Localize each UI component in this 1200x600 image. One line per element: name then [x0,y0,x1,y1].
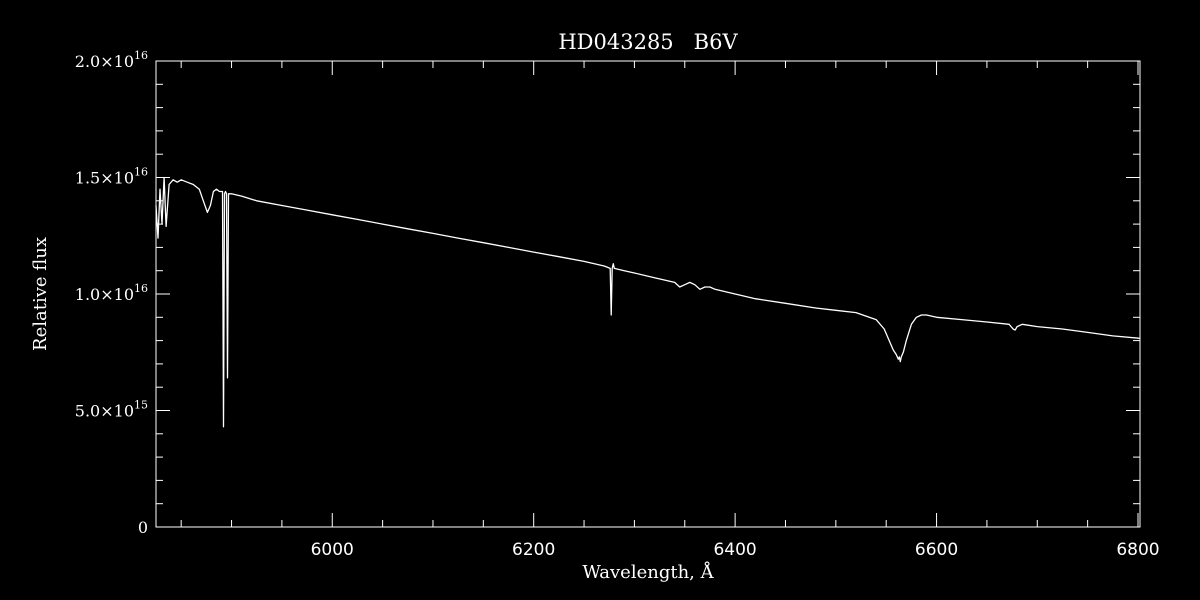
plot-frame [155,60,1141,528]
series-line [155,176,1141,428]
y-tick-label: 0 [138,518,148,537]
x-axis-label: Wavelength, Å [582,561,714,583]
y-axis-label: Relative flux [30,237,51,351]
x-tick-label: 6000 [311,540,354,560]
x-tick-label: 6600 [915,540,958,560]
y-tick-label: 1.0×1016 [75,282,148,304]
chart-title: HD043285 B6V [558,30,738,54]
y-axis: 0 5.0×1015 1.0×1016 1.5×1016 2.0×1016 [75,49,1140,537]
series-layer [155,176,1141,428]
x-tick-label: 6200 [512,540,555,560]
y-tick-label: 1.5×1016 [75,166,148,188]
x-tick-label: 6800 [1116,540,1159,560]
x-tick-label: 6400 [713,540,756,560]
x-axis: 6000 6200 6400 6600 6800 [180,61,1160,560]
y-tick-label: 2.0×1016 [75,49,148,71]
y-tick-label: 5.0×1015 [75,399,148,421]
